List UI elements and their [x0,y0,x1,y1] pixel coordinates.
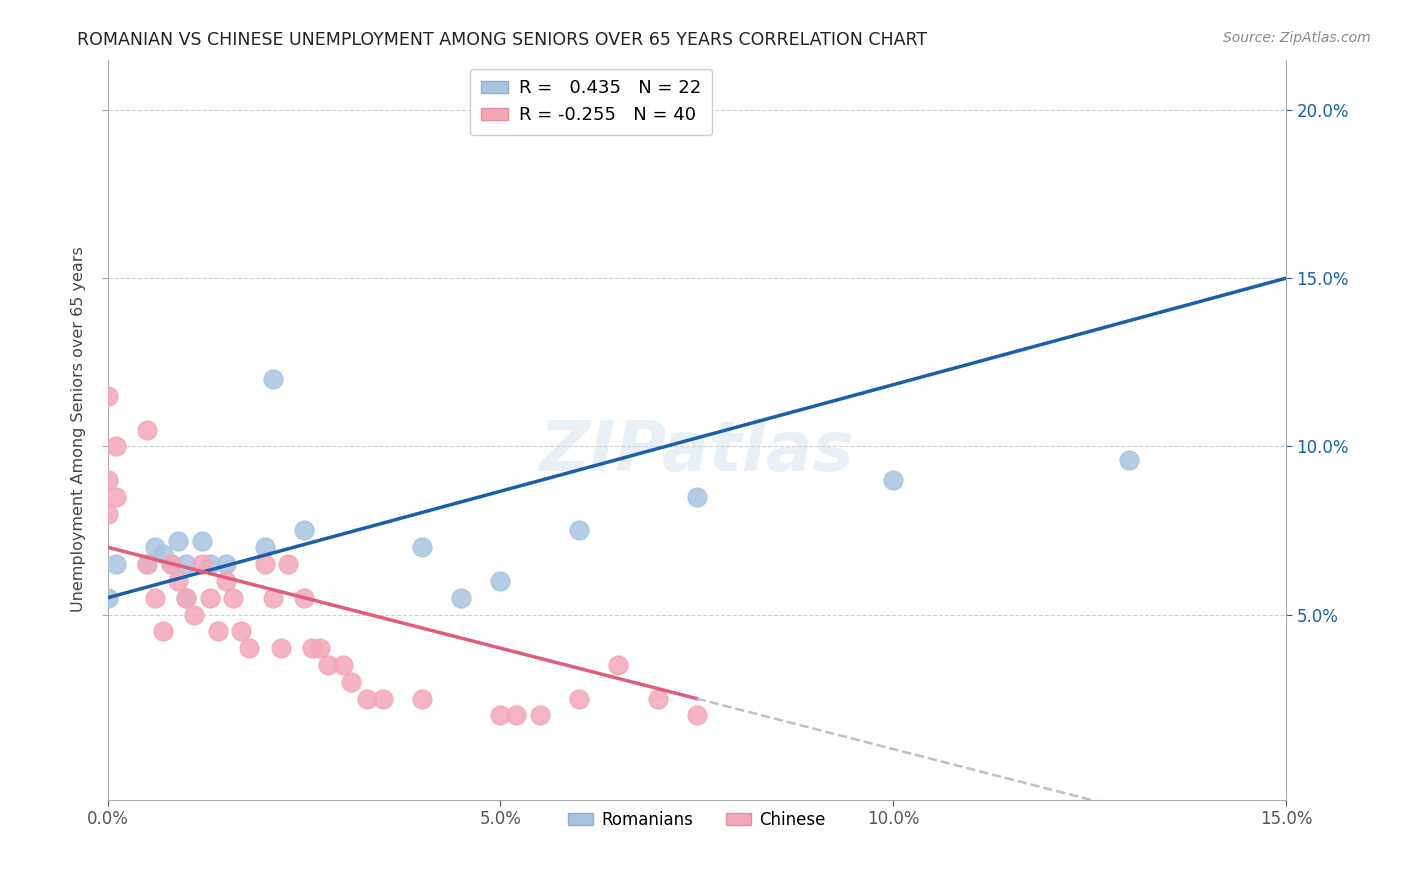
Point [159,557,181,571]
Legend: Romanians, Chinese: Romanians, Chinese [561,805,832,836]
Point [450,591,472,605]
Point [176,591,198,605]
Point [253,557,276,571]
Point [159,557,181,571]
Point [191,557,214,571]
Point [686,708,709,723]
Point [214,557,236,571]
Point [97,591,120,605]
Point [143,541,166,555]
Point [191,533,214,548]
Point [270,641,292,656]
Point [882,473,904,487]
Text: ZIPatlas: ZIPatlas [540,418,855,485]
Point [489,708,512,723]
Point [97,389,120,403]
Point [104,490,127,504]
Point [316,658,339,673]
Point [97,507,120,521]
Point [167,574,190,588]
Point [143,591,166,605]
Point [222,591,245,605]
Point [356,691,378,706]
Point [176,591,198,605]
Point [207,624,229,639]
Point [238,641,260,656]
Point [568,524,591,538]
Point [152,624,174,639]
Point [262,372,284,386]
Y-axis label: Unemployment Among Seniors over 65 years: Unemployment Among Seniors over 65 years [72,247,86,613]
Point [97,473,120,487]
Point [167,533,190,548]
Point [176,557,198,571]
Point [198,557,221,571]
Point [104,439,127,453]
Point [136,423,159,437]
Point [104,557,127,571]
Point [292,524,315,538]
Point [301,641,323,656]
Point [198,591,221,605]
Point [136,557,159,571]
Point [340,674,363,689]
Point [262,591,284,605]
Point [607,658,630,673]
Point [308,641,330,656]
Point [214,574,236,588]
Point [136,557,159,571]
Text: ROMANIAN VS CHINESE UNEMPLOYMENT AMONG SENIORS OVER 65 YEARS CORRELATION CHART: ROMANIAN VS CHINESE UNEMPLOYMENT AMONG S… [77,31,928,49]
Point [529,708,551,723]
Point [371,691,394,706]
Point [292,591,315,605]
Point [231,624,253,639]
Point [411,541,433,555]
Point [505,708,527,723]
Point [152,547,174,561]
Point [647,691,669,706]
Point [568,691,591,706]
Point [411,691,433,706]
Text: Source: ZipAtlas.com: Source: ZipAtlas.com [1223,31,1371,45]
Point [183,607,205,622]
Point [277,557,299,571]
Point [332,658,354,673]
Point [489,574,512,588]
Point [253,541,276,555]
Point [686,490,709,504]
Point [1118,453,1140,467]
